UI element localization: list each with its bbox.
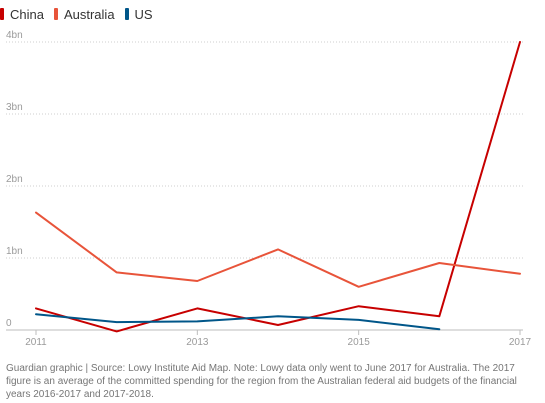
legend-item-australia: Australia: [53, 6, 115, 22]
line-chart: 0 1bn 2bn 3bn 4bn 2011 2013 2015 2017: [6, 30, 532, 348]
legend-swatch: [53, 8, 58, 20]
legend-label: China: [10, 6, 44, 22]
y-tick-label: 2bn: [6, 174, 23, 185]
legend-item-china: China: [0, 7, 44, 22]
chart-legend: China Australia US: [0, 6, 163, 22]
series-line-china: [35, 41, 521, 333]
legend-label: Australia: [63, 6, 115, 22]
source-note: Guardian graphic | Source: Lowy Institut…: [6, 363, 517, 400]
legend-swatch: [0, 8, 4, 20]
x-tick-label: 2017: [509, 337, 532, 348]
series-line-us: [35, 313, 441, 331]
y-tick-label: 1bn: [6, 246, 23, 257]
legend-swatch: [124, 8, 129, 20]
y-tick-label: 4bn: [6, 30, 23, 41]
x-tick-label: 2011: [25, 337, 47, 348]
x-tick-label: 2015: [348, 337, 371, 348]
y-tick-label: 0: [6, 318, 12, 329]
legend-label: US: [134, 6, 153, 22]
x-tick-label: 2013: [186, 337, 209, 348]
legend-item-us: US: [124, 6, 153, 22]
series-line-australia: [35, 211, 521, 288]
y-tick-label: 3bn: [6, 102, 23, 113]
